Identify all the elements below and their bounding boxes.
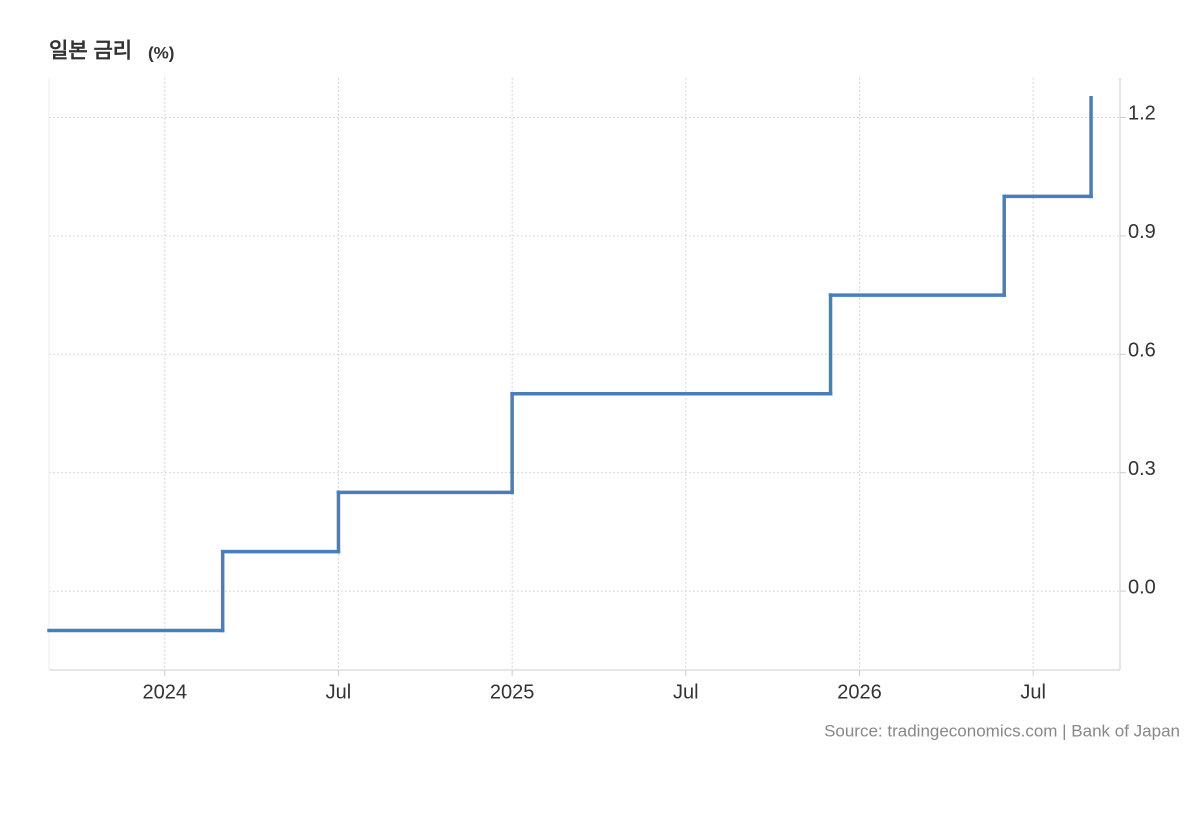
x-tick-label: Jul — [673, 681, 699, 703]
x-tick-label: Jul — [326, 681, 352, 703]
x-tick-label: 2025 — [490, 681, 535, 703]
y-tick-label: 0.0 — [1128, 576, 1156, 598]
chart-title: 일본 금리 — [49, 40, 132, 63]
y-tick-label: 0.9 — [1128, 221, 1156, 243]
x-tick-label: 2024 — [143, 681, 188, 703]
unit-label: (%) — [148, 43, 174, 62]
x-tick-label: Jul — [1020, 681, 1046, 703]
y-tick-label: 0.6 — [1128, 340, 1156, 362]
source: Source: tradingeconomics.com | Bank of J… — [824, 721, 1180, 740]
y-tick-label: 1.2 — [1128, 103, 1156, 125]
y-tick-label: 0.3 — [1128, 458, 1156, 480]
x-tick-label: 2026 — [837, 681, 882, 703]
